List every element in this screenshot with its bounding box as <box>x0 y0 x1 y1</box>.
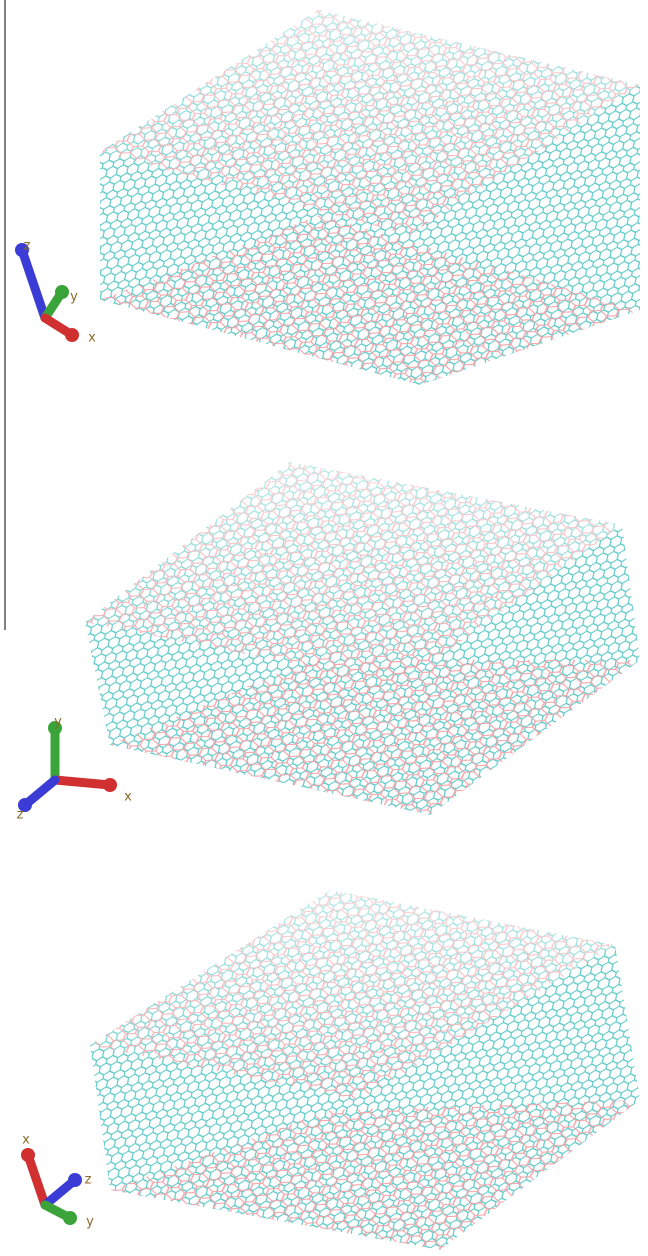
render: z y x y x z x z y <box>0 0 648 1256</box>
axis-label: x <box>124 790 132 805</box>
axis-label: z <box>85 1173 92 1188</box>
axis-arrow <box>22 250 45 318</box>
axis-label: x <box>22 1133 30 1148</box>
axis-label: z <box>17 808 24 823</box>
axis-arrow-head <box>68 1173 82 1187</box>
axis-arrow-head <box>63 1211 77 1225</box>
axis-arrow-head <box>55 285 69 299</box>
axis-label: x <box>88 331 96 346</box>
axis-arrow <box>55 780 110 785</box>
axis-arrow-head <box>65 328 79 342</box>
axis-arrow-head <box>21 1148 35 1162</box>
axis-label: y <box>86 1215 94 1230</box>
axis-label: y <box>70 290 78 305</box>
axis-label: y <box>54 715 62 730</box>
axis-arrow-head <box>103 778 117 792</box>
axis-arrow <box>28 1155 45 1205</box>
axis-label: z <box>24 239 31 254</box>
